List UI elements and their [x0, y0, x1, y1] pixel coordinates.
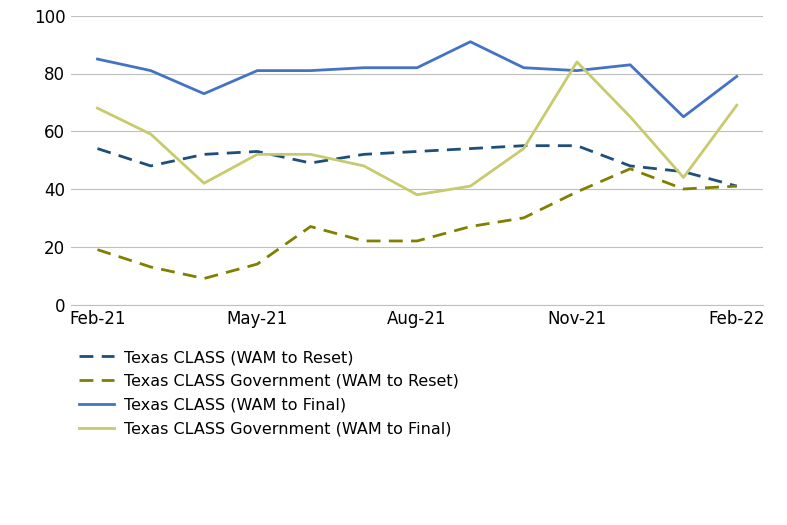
- Legend: Texas CLASS (WAM to Reset), Texas CLASS Government (WAM to Reset), Texas CLASS (: Texas CLASS (WAM to Reset), Texas CLASS …: [79, 350, 458, 436]
